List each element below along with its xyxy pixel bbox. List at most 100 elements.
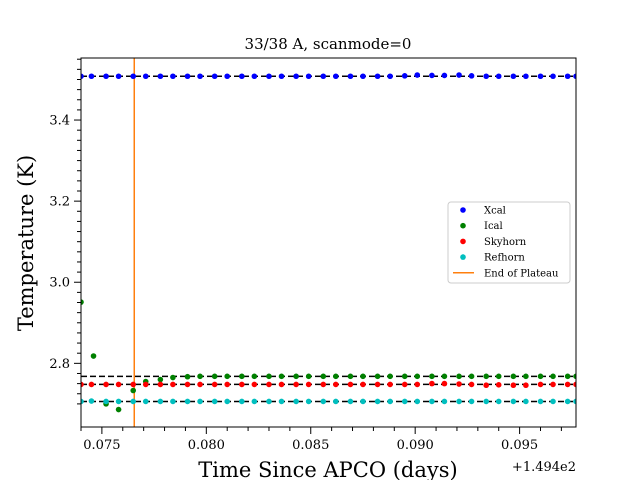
data-point-refhorn: [564, 398, 571, 405]
data-point-xcal: [429, 72, 435, 79]
data-point-skyhorn: [239, 381, 245, 388]
data-point-skyhorn: [374, 381, 381, 388]
legend-box: [447, 201, 571, 284]
data-point-xcal: [115, 73, 122, 80]
data-point-ical: [130, 387, 137, 394]
data-point-xcal: [184, 73, 191, 80]
data-point-xcal: [414, 72, 421, 78]
chart-title: 33/38 A, scanmode=0: [245, 35, 412, 53]
legend: Xcal Ical Skyhorn Refhorn End of Plateau: [447, 201, 571, 284]
data-point-skyhorn: [278, 381, 285, 388]
data-point-refhorn: [142, 398, 149, 405]
data-point-refhorn: [170, 398, 176, 405]
data-point-xcal: [333, 73, 339, 80]
data-point-refhorn: [320, 398, 327, 405]
x-axis-label: Time Since APCO (days): [198, 458, 457, 480]
data-point-ical: [564, 373, 571, 380]
data-point-ical: [537, 373, 544, 380]
data-point-skyhorn: [266, 381, 272, 388]
data-point-xcal: [293, 73, 299, 80]
data-point-ical: [239, 373, 245, 380]
data-point-xcal: [103, 73, 109, 80]
data-point-ical: [523, 373, 529, 380]
data-point-refhorn: [347, 398, 354, 405]
data-point-ical: [360, 373, 366, 380]
data-point-ical: [320, 373, 327, 380]
data-point-skyhorn: [429, 380, 435, 387]
data-point-refhorn: [293, 398, 299, 405]
data-point-xcal: [510, 73, 517, 80]
data-point-skyhorn: [414, 381, 421, 388]
data-point-skyhorn: [537, 381, 544, 388]
data-point-skyhorn: [157, 381, 164, 388]
data-point-ical: [184, 373, 191, 380]
data-point-skyhorn: [401, 381, 408, 388]
data-point-skyhorn: [251, 381, 258, 388]
data-point-skyhorn: [564, 381, 571, 388]
data-point-xcal: [573, 73, 576, 80]
data-point-skyhorn: [320, 381, 327, 388]
y-tick-label: 3.2: [49, 195, 70, 210]
data-point-xcal: [441, 72, 448, 79]
data-point-skyhorn: [387, 381, 393, 388]
data-point-xcal: [495, 73, 502, 80]
data-point-ical: [157, 376, 164, 383]
series-refhorn: [81, 398, 576, 405]
data-point-ical: [278, 373, 285, 380]
data-point-skyhorn: [224, 381, 231, 388]
data-point-ical: [211, 373, 218, 380]
data-point-xcal: [305, 73, 312, 80]
y-tick-label: 2.8: [49, 357, 70, 372]
data-point-refhorn: [266, 398, 272, 405]
data-point-refhorn: [184, 398, 191, 405]
data-point-skyhorn: [88, 381, 95, 388]
data-point-refhorn: [374, 398, 381, 405]
data-point-xcal: [401, 73, 408, 79]
data-point-ical: [266, 373, 272, 380]
data-point-refhorn: [333, 398, 339, 405]
series-xcal: [81, 72, 576, 80]
series-ical: [81, 299, 576, 413]
data-point-skyhorn: [495, 382, 502, 388]
data-point-refhorn: [130, 398, 137, 405]
data-point-xcal: [550, 73, 556, 80]
data-point-skyhorn: [81, 381, 84, 388]
data-point-refhorn: [387, 398, 393, 405]
data-point-xcal: [468, 73, 475, 79]
data-point-xcal: [142, 73, 149, 80]
data-point-xcal: [360, 73, 366, 80]
data-point-refhorn: [414, 398, 421, 405]
data-point-ical: [374, 373, 381, 380]
data-point-skyhorn: [184, 381, 191, 388]
x-tick-label: 0.080: [188, 438, 225, 453]
data-point-skyhorn: [293, 381, 299, 388]
data-point-xcal: [387, 73, 393, 80]
data-point-ical: [441, 373, 448, 380]
data-point-refhorn: [523, 398, 529, 405]
data-point-refhorn: [360, 398, 366, 405]
data-point-ical: [429, 373, 435, 380]
data-point-ical: [197, 373, 203, 380]
data-point-xcal: [211, 73, 218, 80]
legend-marker-xcal: [460, 207, 466, 213]
data-point-skyhorn: [333, 381, 339, 388]
data-point-refhorn: [483, 398, 489, 405]
data-point-skyhorn: [130, 381, 137, 388]
data-point-xcal: [130, 73, 137, 80]
y-tick-label: 3.4: [49, 114, 70, 129]
data-point-skyhorn: [170, 381, 176, 388]
data-point-refhorn: [573, 398, 576, 405]
data-point-skyhorn: [510, 382, 517, 389]
data-point-ical: [170, 374, 176, 381]
data-point-ical: [90, 353, 97, 359]
y-tick-label: 3.0: [49, 276, 70, 291]
data-point-skyhorn: [468, 381, 475, 388]
data-point-skyhorn: [483, 382, 489, 389]
data-point-xcal: [157, 73, 164, 80]
data-point-xcal: [320, 73, 327, 80]
data-point-ical: [483, 373, 489, 380]
data-point-refhorn: [495, 398, 502, 405]
data-point-skyhorn: [103, 381, 109, 388]
legend-marker-skyhorn: [460, 238, 466, 245]
